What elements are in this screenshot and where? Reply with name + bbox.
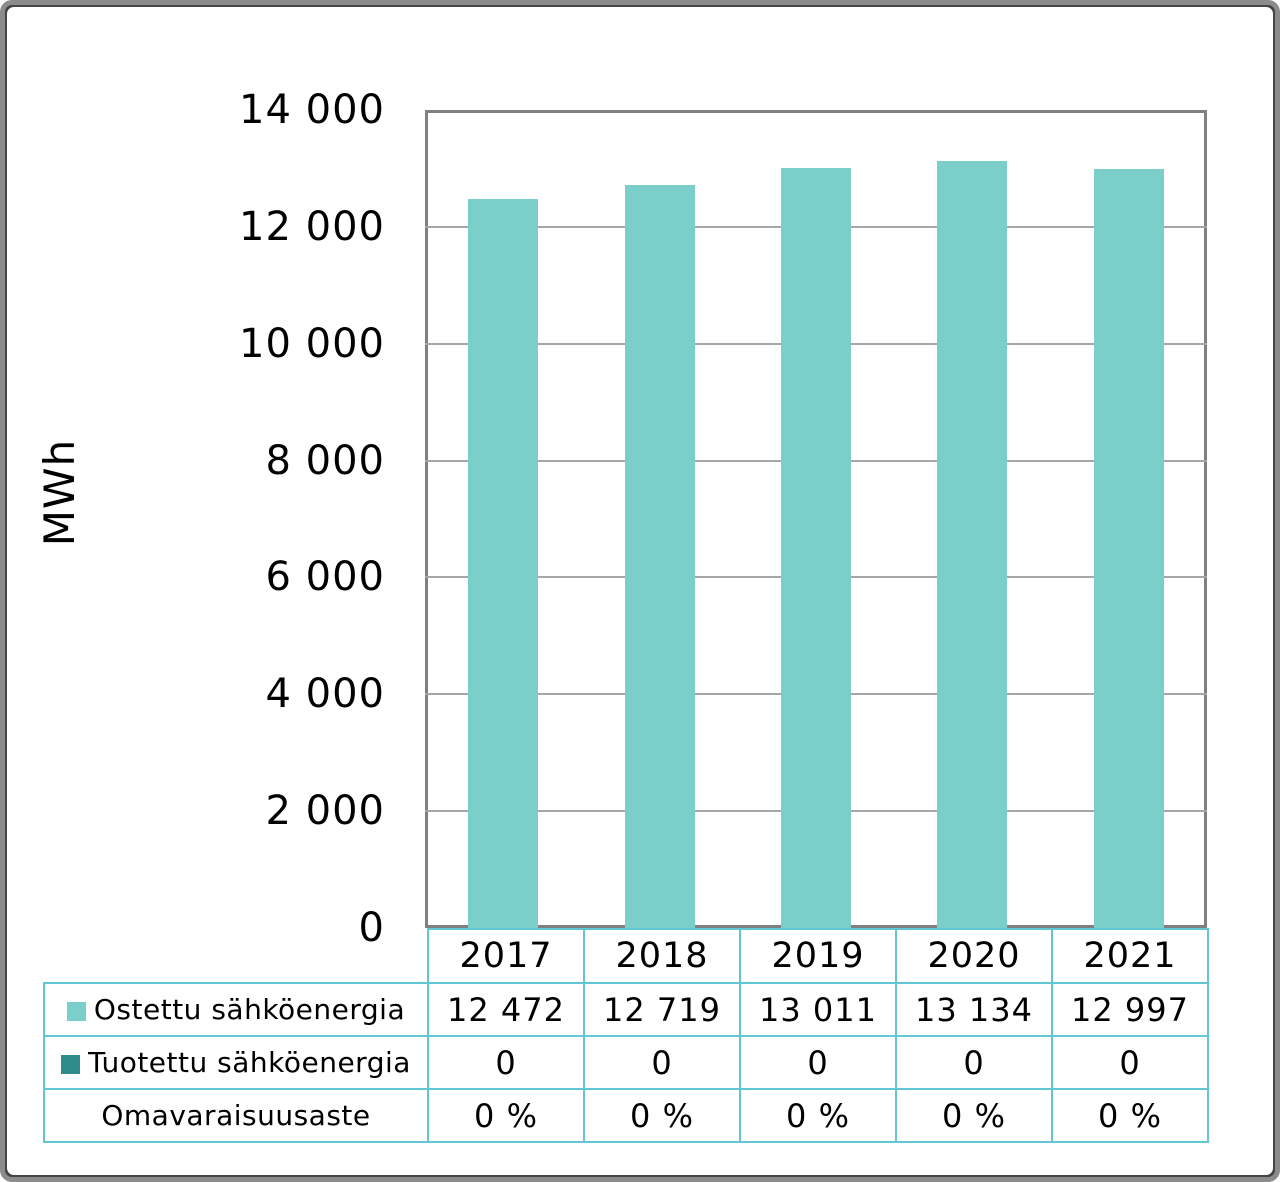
table-cell-r0-c2: 13 011: [739, 982, 897, 1037]
year-header-2020: 2020: [895, 928, 1053, 984]
year-header-2017: 2017: [427, 928, 585, 984]
table-cell-r2-c2: 0 %: [739, 1088, 897, 1143]
bar-series1-2017: [468, 199, 539, 928]
table-corner-blank: [44, 929, 428, 983]
y-tick-label-4000: 4 000: [265, 671, 385, 718]
table-cell-r1-c2: 0: [739, 1035, 897, 1090]
table-cell-r0-c4: 12 997: [1051, 982, 1209, 1037]
y-tick-label-2000: 2 000: [265, 788, 385, 835]
bar-series1-2021: [1093, 168, 1164, 928]
table-cell-r1-c4: 0: [1051, 1035, 1209, 1090]
y-tick-label-12000: 12 000: [239, 203, 385, 250]
y-axis-title-wrap: MWh: [8, 437, 112, 547]
table-cell-r1-c0: 0: [427, 1035, 585, 1090]
y-tick-label-10000: 10 000: [239, 320, 385, 367]
legend-swatch: [61, 1055, 81, 1074]
table-cell-r0-c1: 12 719: [583, 982, 741, 1037]
y-tick-label-8000: 8 000: [265, 437, 385, 484]
table-cell-r2-c3: 0 %: [895, 1088, 1053, 1143]
table-cell-r2-c1: 0 %: [583, 1088, 741, 1143]
table-row: Tuotettu sähköenergia 0 0 0 0 0: [43, 1035, 1209, 1090]
year-header-2021: 2021: [1051, 928, 1209, 984]
plot-area: [425, 110, 1207, 928]
bar-series1-2018: [624, 184, 695, 928]
bar-series1-2020: [937, 160, 1008, 928]
table-row: Ostettu sähköenergia 12 472 12 719 13 011 13…: [43, 982, 1209, 1037]
table-cell-r2-c4: 0 %: [1051, 1088, 1209, 1143]
row-label-text: Tuotettu sähköenergia: [88, 1046, 411, 1079]
bar-series1-2019: [781, 167, 851, 928]
year-header-2018: 2018: [583, 928, 741, 984]
row-label-cell-1: Tuotettu sähköenergia: [43, 1035, 429, 1090]
y-axis-title: MWh: [35, 438, 85, 546]
y-tick-label-14000: 14 000: [239, 87, 385, 133]
table-cell-r1-c3: 0: [895, 1035, 1053, 1090]
legend-swatch: [66, 1002, 86, 1021]
row-label-cell-0: Ostettu sähköenergia: [43, 982, 429, 1037]
table-cell-r2-c0: 0 %: [427, 1088, 585, 1143]
y-tick-label-0: 0: [358, 905, 385, 951]
table-cell-r0-c0: 12 472: [427, 982, 585, 1037]
row-label-text: Omavaraisuusaste: [101, 1099, 371, 1132]
table-row: Omavaraisuusaste 0 % 0 % 0 % 0 % 0 %: [43, 1088, 1209, 1143]
table-cell-r1-c1: 0: [583, 1035, 741, 1090]
y-tick-label-6000: 6 000: [265, 554, 385, 601]
year-header-2019: 2019: [739, 928, 897, 984]
row-label-text: Ostettu sähköenergia: [93, 993, 406, 1026]
data-table: 2017 2018 2019 2020 2021 Ostettu sähköenergia…: [43, 928, 1209, 1143]
row-label-cell-2: Omavaraisuusaste: [43, 1088, 429, 1143]
table-cell-r0-c3: 13 134: [895, 982, 1053, 1037]
